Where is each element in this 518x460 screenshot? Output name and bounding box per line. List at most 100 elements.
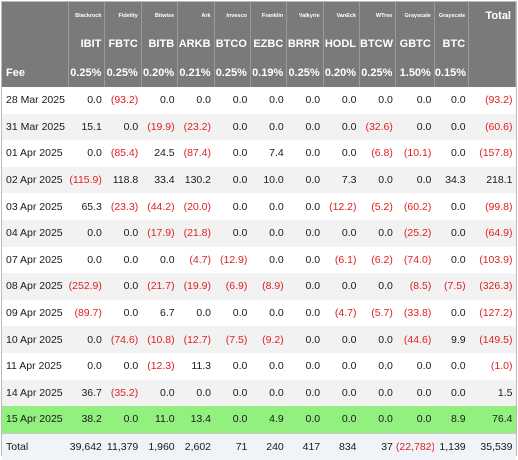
total-cell: 39,642 bbox=[68, 432, 105, 460]
row-total-cell: (1.0) bbox=[490, 360, 513, 373]
flow-cell: 0.0 bbox=[87, 253, 102, 266]
flow-cell: 11.3 bbox=[191, 360, 212, 373]
flow-cell: (74.0) bbox=[403, 253, 432, 266]
issuer-header: WTree bbox=[359, 2, 397, 30]
ticker-header: BITB bbox=[141, 30, 179, 58]
ticker-header: FBTC bbox=[104, 30, 142, 58]
flow-cell: (5.7) bbox=[371, 307, 393, 320]
fee-label: Fee bbox=[2, 58, 70, 87]
table-row: 15 Apr 2025 38.2 0.0 11.0 13.4 0.0 4.9 0.0 0.0 0.… bbox=[2, 406, 516, 434]
table-row: 02 Apr 2025 (115.9) 118.8 33.4 130.2 0.0 10.0 0… bbox=[2, 166, 516, 194]
flow-cell: 118.8 bbox=[104, 166, 142, 194]
flow-cell: 0.0 bbox=[87, 147, 102, 160]
flow-cell: 0.0 bbox=[104, 219, 142, 247]
date-cell: 14 Apr 2025 bbox=[2, 379, 69, 407]
flow-cell: (17.9) bbox=[141, 219, 178, 247]
flow-cell: 11.0 bbox=[141, 406, 178, 434]
issuer-header: Invesco bbox=[214, 2, 251, 30]
flow-cell: 0.0 bbox=[232, 360, 248, 373]
flow-cell: (33.8) bbox=[403, 307, 432, 320]
flow-cell: 0.0 bbox=[323, 113, 360, 141]
ticker-header: BTCO bbox=[214, 30, 251, 58]
flow-cell: 0.0 bbox=[232, 200, 248, 213]
flow-cell: 0.0 bbox=[160, 94, 175, 107]
fee-cell: 0.20% bbox=[141, 58, 179, 87]
flow-cell: (12.7) bbox=[177, 326, 215, 353]
flow-cell: 0.0 bbox=[451, 253, 466, 266]
flow-cell: 0.0 bbox=[395, 406, 435, 434]
flow-cell: 0.0 bbox=[286, 379, 324, 407]
fee-cell: 0.25% bbox=[214, 58, 251, 87]
flow-cell: (4.7) bbox=[189, 253, 212, 266]
flow-cell: 0.0 bbox=[359, 219, 396, 247]
ticker-total-blank bbox=[468, 30, 516, 58]
flow-cell: (6.8) bbox=[371, 147, 393, 160]
flow-cell: 0.0 bbox=[305, 94, 321, 107]
flow-cell: (85.4) bbox=[110, 147, 139, 160]
flow-cell: 13.4 bbox=[177, 406, 215, 434]
flow-cell: (74.6) bbox=[104, 326, 142, 353]
total-row: Total 39,642 11,379 1,960 2,602 71 240 417 834 37… bbox=[2, 432, 516, 460]
ticker-header: ARKB bbox=[177, 30, 215, 58]
date-cell: 11 Apr 2025 bbox=[6, 360, 62, 373]
ticker-header-row: IBIT FBTC BITB ARKB BTCO EZBC BRRR HODL BTCW GBTC… bbox=[2, 30, 516, 58]
flow-cell: 0.0 bbox=[104, 113, 142, 141]
fee-cell: 0.20% bbox=[323, 58, 361, 87]
flow-cell: 0.0 bbox=[214, 166, 251, 194]
date-cell: 15 Apr 2025 bbox=[2, 406, 69, 434]
flow-cell: 0.0 bbox=[305, 147, 321, 160]
fee-total-blank bbox=[468, 58, 516, 87]
flow-cell: 0.0 bbox=[250, 113, 287, 141]
flow-cell: 0.0 bbox=[451, 147, 466, 160]
flow-cell: 0.0 bbox=[395, 113, 435, 141]
flow-cell: 0.0 bbox=[160, 253, 175, 266]
flow-cell: 65.3 bbox=[81, 200, 102, 213]
flow-cell: 0.0 bbox=[123, 253, 139, 266]
flow-cell: 0.0 bbox=[378, 360, 393, 373]
flow-cell: 0.0 bbox=[323, 379, 360, 407]
issuer-header-row: Blackrock Fidelity Bitwise Ark Invesco Frankl… bbox=[2, 2, 516, 30]
flow-cell: (23.3) bbox=[110, 200, 139, 213]
flow-cell: 10.0 bbox=[250, 166, 287, 194]
flow-cell: (7.5) bbox=[214, 326, 251, 353]
flow-cell: 0.0 bbox=[323, 406, 360, 434]
flow-cell: 15.1 bbox=[68, 113, 105, 141]
flow-cell: 0.0 bbox=[395, 379, 435, 407]
flow-cell: (252.9) bbox=[68, 273, 105, 300]
fee-cell: 0.21% bbox=[177, 58, 215, 87]
row-total-cell: (127.2) bbox=[479, 307, 513, 320]
issuer-header: Grayscale bbox=[395, 2, 435, 30]
table-row: 14 Apr 2025 36.7 (35.2) 0.0 0.0 0.0 0.0 0.0 0.0 0… bbox=[2, 379, 516, 407]
row-total-cell: (103.9) bbox=[479, 253, 513, 266]
flow-cell: (44.2) bbox=[147, 200, 175, 213]
total-cell: 11,379 bbox=[104, 432, 142, 460]
flow-cell: 7.4 bbox=[269, 147, 284, 160]
fee-cell: 0.25% bbox=[286, 58, 324, 87]
flow-cell: 0.0 bbox=[434, 113, 469, 141]
flow-cell: 6.7 bbox=[160, 307, 175, 320]
flow-cell: 0.0 bbox=[451, 360, 466, 373]
flow-cell: (12.2) bbox=[329, 200, 357, 213]
table-row: 09 Apr 2025 (89.7) 0.0 6.7 0.0 0.0 0.0 0.0 (4.7)… bbox=[2, 300, 516, 327]
row-total-cell: 1.5 bbox=[468, 379, 516, 407]
flow-cell: 0.0 bbox=[359, 326, 396, 353]
issuer-header: VanEck bbox=[323, 2, 361, 30]
flow-cell: 36.7 bbox=[68, 379, 105, 407]
row-total-cell: (93.2) bbox=[485, 94, 513, 107]
total-cell: 2,602 bbox=[177, 432, 215, 460]
flow-cell: (44.6) bbox=[395, 326, 435, 353]
flow-cell: 0.0 bbox=[232, 94, 248, 107]
row-total-cell: (326.3) bbox=[468, 273, 516, 300]
ticker-header: GBTC bbox=[395, 30, 435, 58]
date-cell: 07 Apr 2025 bbox=[6, 253, 63, 266]
flow-cell: (9.2) bbox=[250, 326, 287, 353]
ticker-header: BRRR bbox=[286, 30, 324, 58]
flow-cell: 0.0 bbox=[286, 166, 324, 194]
flow-cell: 0.0 bbox=[305, 307, 321, 320]
corner-cell bbox=[2, 2, 70, 30]
row-total-cell: 76.4 bbox=[468, 406, 516, 434]
table-row: 10 Apr 2025 0.0 (74.6) (10.8) (12.7) (7.5) (9.… bbox=[2, 326, 516, 353]
total-cell: 240 bbox=[250, 432, 287, 460]
flow-cell: 0.0 bbox=[269, 253, 284, 266]
flow-cell: (10.1) bbox=[403, 147, 432, 160]
